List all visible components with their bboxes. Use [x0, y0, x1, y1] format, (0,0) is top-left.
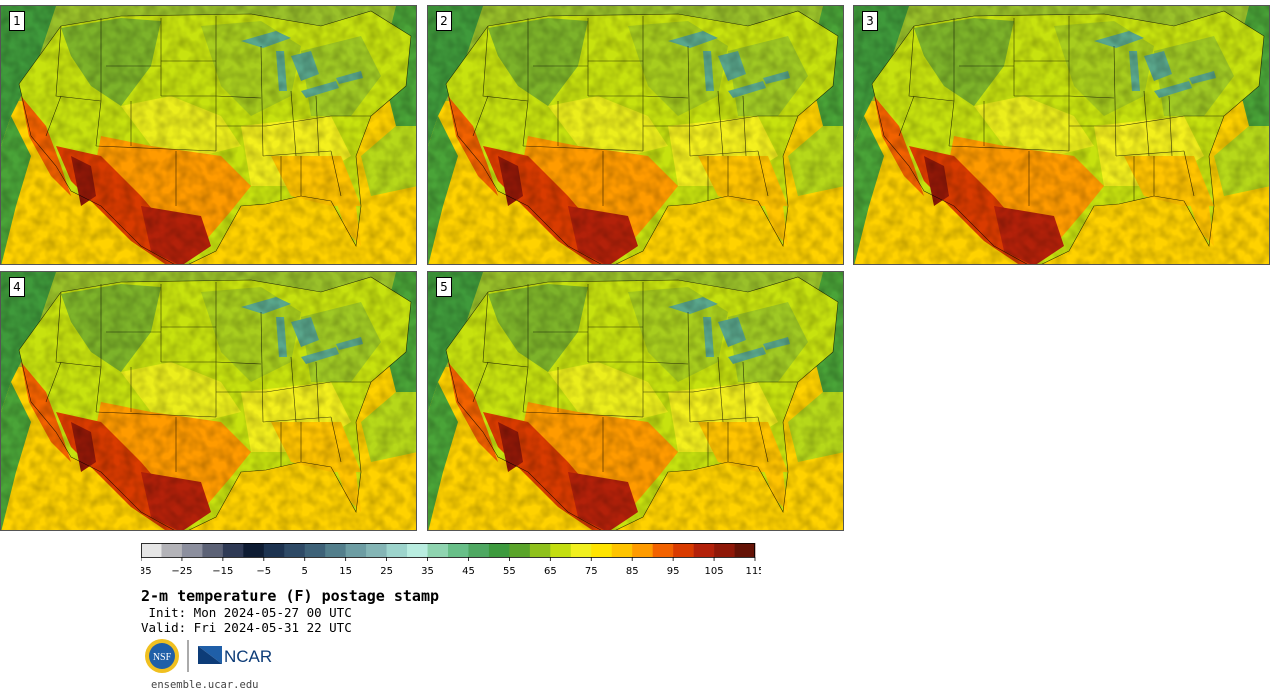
colorbar-tick-label: 115: [745, 566, 761, 577]
panel-number: 4: [9, 277, 25, 297]
colorbar-swatch: [714, 543, 735, 557]
colorbar-swatch: [161, 543, 183, 557]
colorbar-swatch: [693, 543, 715, 557]
colorbar-swatch: [181, 543, 203, 557]
colorbar-swatch: [427, 543, 449, 557]
colorbar-tick-label: −25: [171, 566, 192, 577]
colorbar-tick-label: 65: [544, 566, 557, 577]
panel-number: 5: [436, 277, 452, 297]
panel-number: 1: [9, 11, 25, 31]
nsf-logo-text: NSF: [153, 652, 172, 663]
figure-title: 2-m temperature (F) postage stamp: [141, 587, 440, 605]
colorbar-swatch: [345, 543, 367, 557]
map-panel: 5: [427, 271, 844, 531]
colorbar-swatch: [263, 543, 285, 557]
colorbar-tick-label: 55: [503, 566, 516, 577]
colorbar-tick-label: 45: [462, 566, 475, 577]
colorbar-border: [141, 543, 755, 558]
map-panel: 3: [853, 5, 1270, 265]
colorbar-swatch: [529, 543, 551, 557]
colorbar-swatch: [284, 543, 306, 557]
colorbar-swatch: [591, 543, 613, 557]
colorbar-tick-label: 25: [380, 566, 393, 577]
colorbar-swatch: [407, 543, 428, 557]
colorbar-swatch: [304, 543, 326, 557]
panel-number: 3: [862, 11, 878, 31]
colorbar-tick-label: −15: [212, 566, 233, 577]
temperature-map: [428, 272, 844, 531]
colorbar-swatch: [366, 543, 387, 557]
colorbar-swatch: [448, 543, 469, 557]
colorbar-tick-label: 15: [339, 566, 352, 577]
colorbar-swatch: [222, 543, 244, 557]
colorbar-tick-label: 35: [421, 566, 434, 577]
colorbar-swatch: [243, 543, 265, 557]
colorbar-tick-label: 5: [302, 566, 308, 577]
ncar-logo-text: NCAR: [224, 647, 272, 666]
colorbar-swatch: [570, 543, 592, 557]
colorbar-tick-label: −35: [141, 566, 152, 577]
colorbar-tick-label: 95: [667, 566, 680, 577]
map-panel: 1: [0, 5, 417, 265]
colorbar-swatch: [652, 543, 674, 557]
colorbar-swatch: [550, 543, 572, 557]
colorbar-swatch: [488, 543, 510, 557]
panel-number: 2: [436, 11, 452, 31]
temperature-map: [428, 6, 844, 265]
temperature-map: [1, 6, 417, 265]
colorbar-swatch: [468, 543, 490, 557]
nsf-logo: NSF: [145, 639, 179, 673]
map-panel: 4: [0, 271, 417, 531]
colorbar-swatch: [325, 543, 346, 557]
logos: NSF NCAR: [145, 639, 272, 673]
colorbar-tick-label: 85: [626, 566, 639, 577]
colorbar-swatch: [509, 543, 531, 557]
temperature-map: [854, 6, 1270, 265]
colorbar-tick-label: −5: [256, 566, 271, 577]
temperature-map: [1, 272, 417, 531]
colorbar-swatch: [673, 543, 694, 557]
colorbar-swatch: [202, 543, 224, 557]
colorbar-tick-label: 75: [585, 566, 598, 577]
map-panel: 2: [427, 5, 844, 265]
colorbar-swatch: [611, 543, 633, 557]
init-time: Init: Mon 2024-05-27 00 UTC: [141, 605, 352, 620]
colorbar-swatch: [734, 543, 756, 557]
ncar-logo: NCAR: [198, 646, 272, 666]
valid-time: Valid: Fri 2024-05-31 22 UTC: [141, 620, 352, 635]
colorbar-tick-label: 105: [705, 566, 724, 577]
colorbar-swatch: [141, 543, 162, 557]
site-url: ensemble.ucar.edu: [151, 679, 259, 691]
colorbar-swatch: [386, 543, 408, 557]
temperature-colorbar: −35 −25 −15 −5 5 15 25 35 45 55 65 75 85 95 105 115: [141, 543, 761, 577]
colorbar-swatch: [632, 543, 653, 557]
